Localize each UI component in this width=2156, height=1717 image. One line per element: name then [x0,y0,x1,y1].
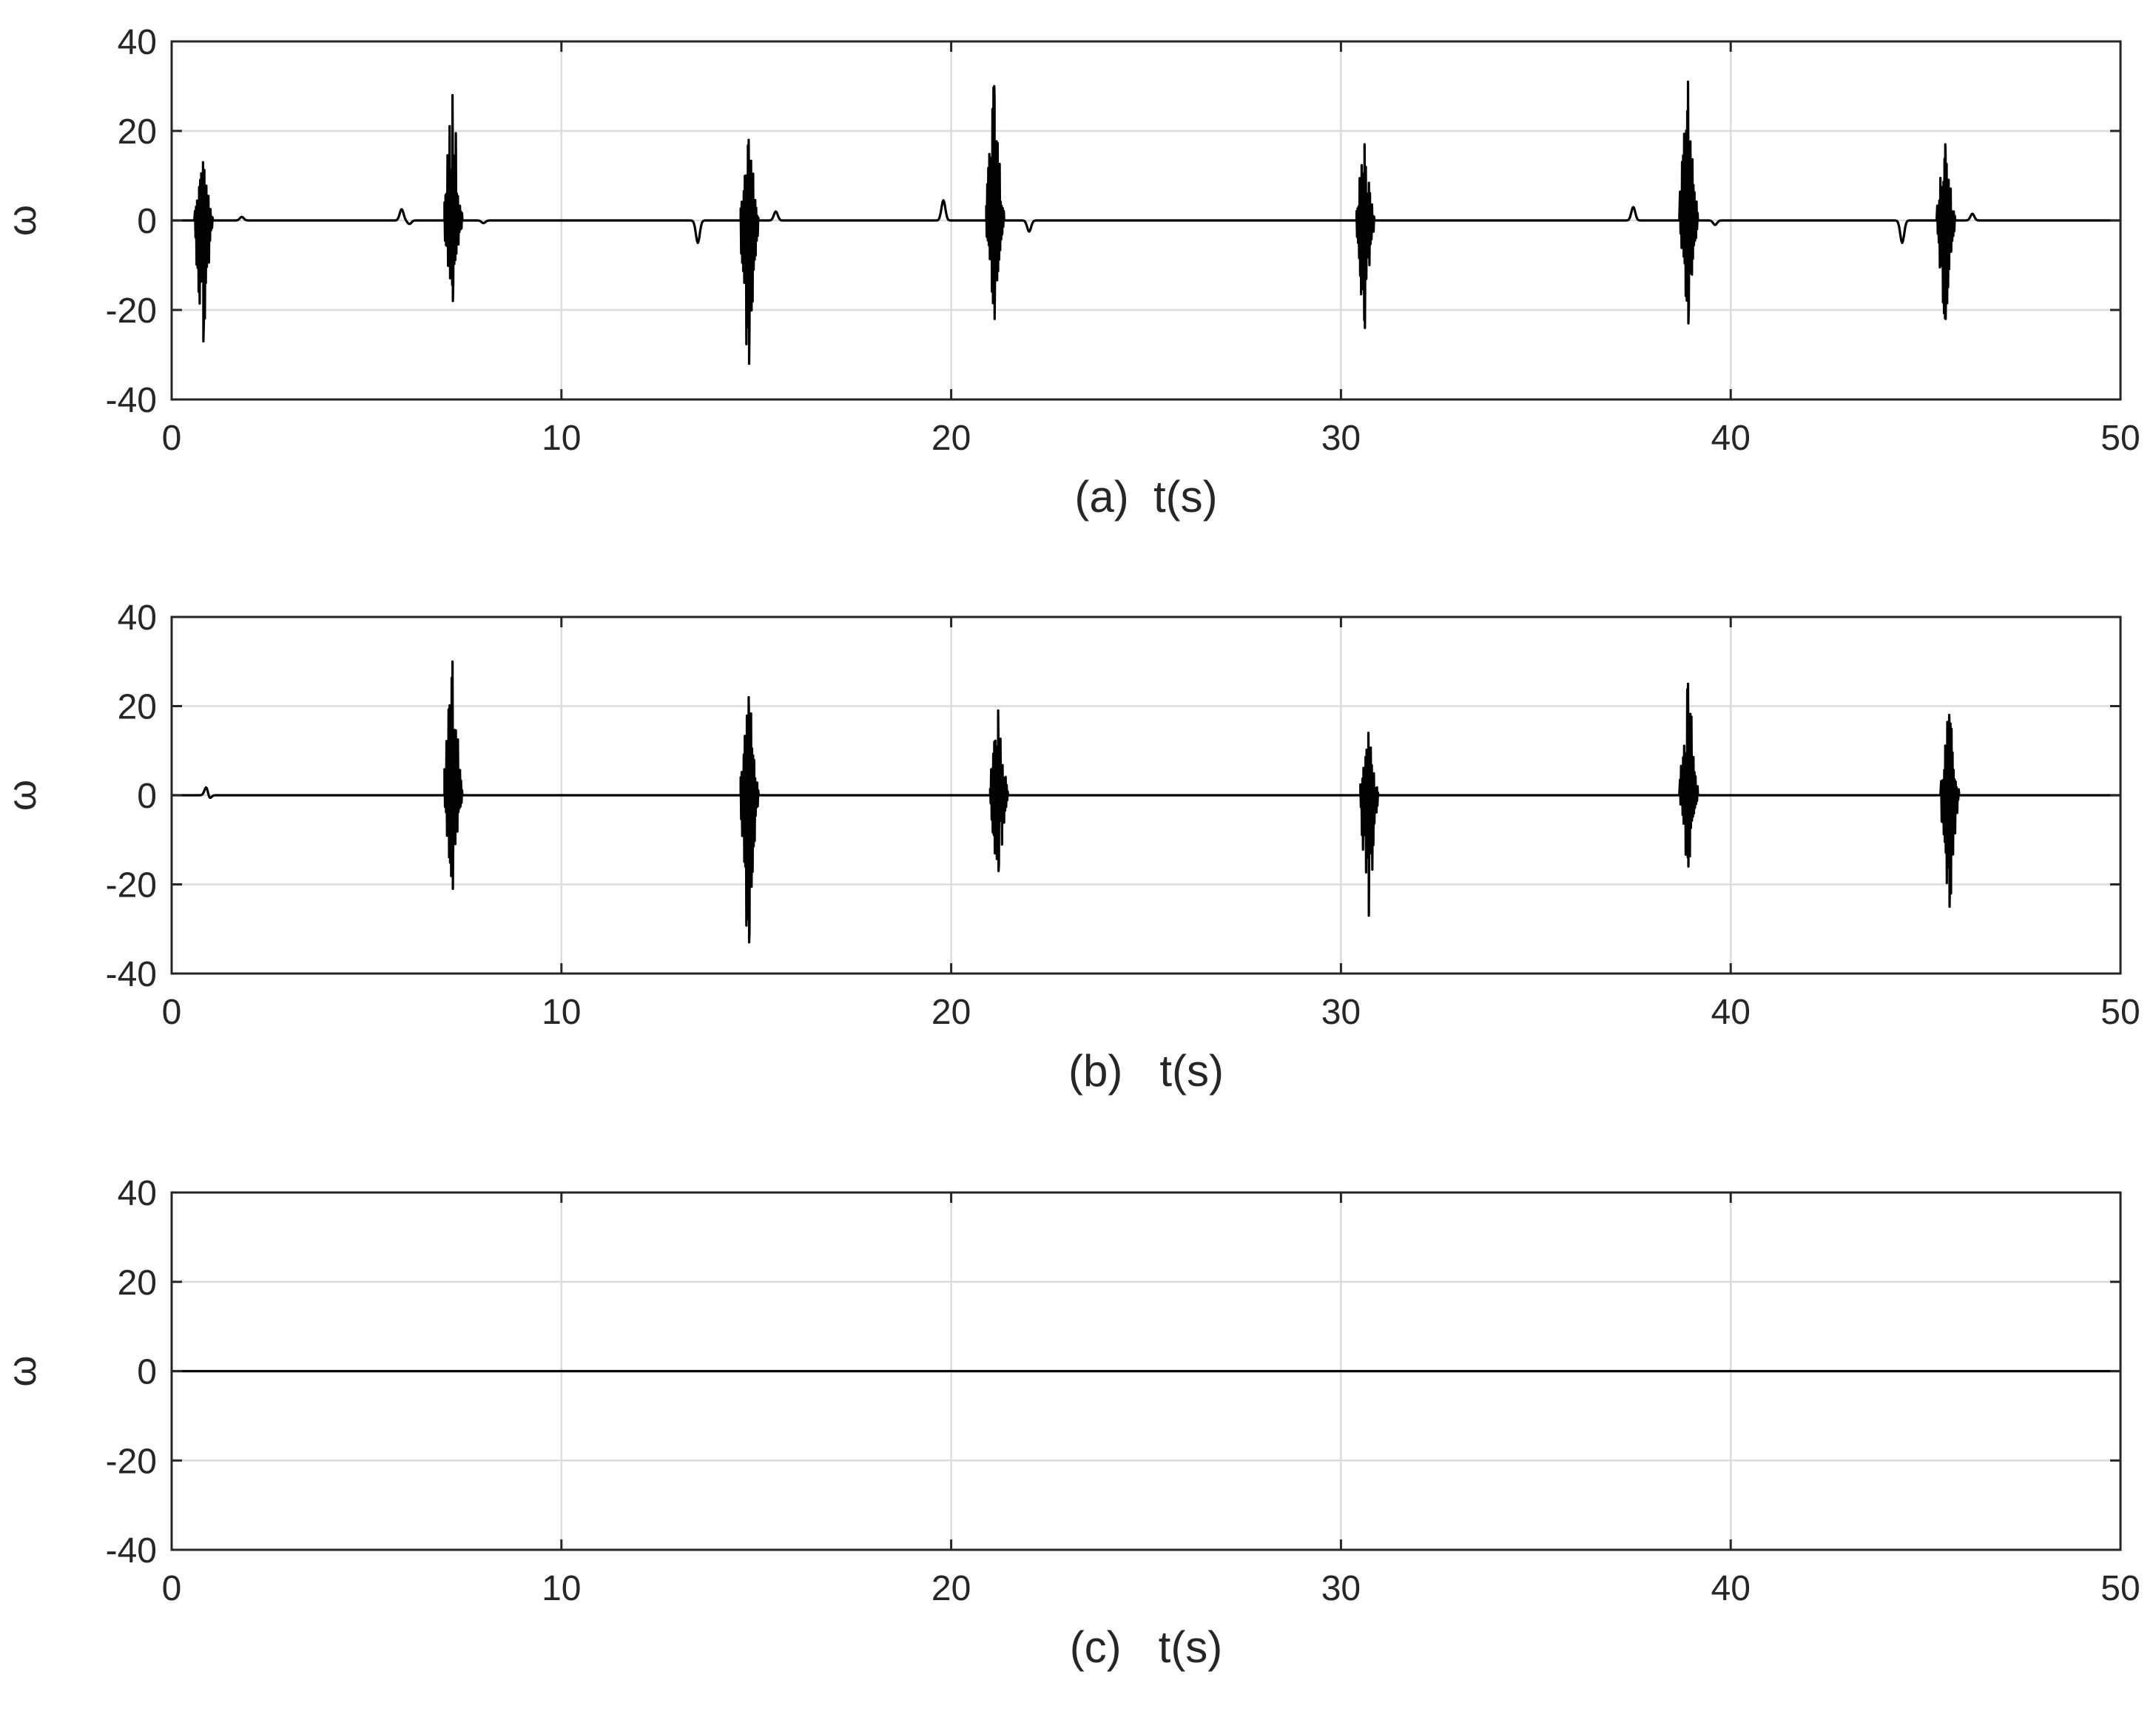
y-tick-label: -40 [106,1531,157,1571]
x-tick-label: 20 [932,1569,971,1608]
y-tick-label: 20 [118,112,157,152]
y-tick-label: -40 [106,381,157,420]
y-tick-label: 20 [118,1264,157,1303]
y-axis-label: ω [0,1355,44,1386]
x-tick-label: 30 [1321,419,1361,458]
x-tick-label: 30 [1321,993,1361,1032]
x-tick-label: 0 [162,1569,182,1608]
y-tick-label: 0 [137,1353,157,1392]
x-tick-label: 40 [1711,993,1751,1032]
x-tick-label: 0 [162,993,182,1032]
x-tick-label: 30 [1321,1569,1361,1608]
y-tick-label: -20 [106,1442,157,1481]
x-tick-label: 20 [932,993,971,1032]
x-tick-label: 50 [2101,1569,2140,1608]
series-line [170,660,2122,944]
y-tick-label: -20 [106,866,157,905]
x-tick-label: 40 [1711,419,1751,458]
y-axis-label: ω [0,205,44,236]
y-tick-label: 0 [137,202,157,241]
x-tick-label: 10 [542,993,581,1032]
x-axis-label: (c) t(s) [1070,1622,1223,1672]
x-tick-label: 10 [542,1569,581,1608]
y-tick-label: -20 [106,291,157,331]
x-tick-label: 50 [2101,419,2140,458]
x-tick-label: 20 [932,419,971,458]
y-tick-label: 0 [137,777,157,816]
x-tick-label: 0 [162,419,182,458]
panel-1: 0 10 20 30 40 50 40 20 0 -20 -40 (a) t(s) ω [0,23,2140,522]
y-tick-label: 20 [118,688,157,727]
y-tick-label: 40 [118,598,157,638]
y-axis-label: ω [0,780,44,811]
x-axis-label: (a) t(s) [1074,472,1217,522]
x-axis-label: (b) t(s) [1068,1046,1224,1096]
panel-2: 0 10 20 30 40 50 40 20 0 -20 -40 (b) t(s) ω [0,598,2140,1096]
y-tick-label: -40 [106,955,157,994]
x-tick-label: 10 [542,419,581,458]
panel-3: 0 10 20 30 40 50 40 20 0 -20 -40 (c) t(s) ω [0,1174,2140,1672]
series-line [170,80,2122,365]
y-tick-label: 40 [118,1174,157,1213]
y-tick-label: 40 [118,23,157,62]
x-tick-label: 50 [2101,993,2140,1032]
x-tick-label: 40 [1711,1569,1751,1608]
